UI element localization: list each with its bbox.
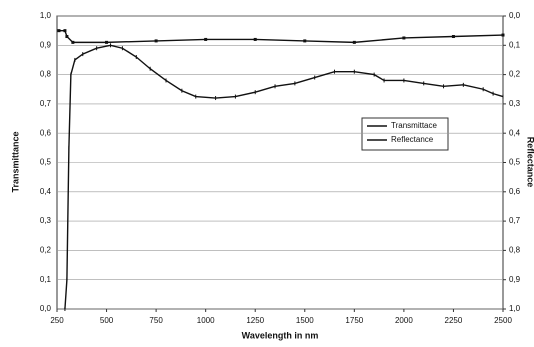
x-tick-label: 2250: [445, 316, 463, 325]
y-tick-label: 0,0: [40, 304, 52, 313]
x-axis-label: Wavelength in nm: [242, 330, 319, 340]
point-marker: [71, 40, 75, 44]
point-marker: [154, 39, 158, 43]
point-marker: [204, 37, 208, 41]
y2-tick-label: 0,9: [509, 275, 521, 284]
point-marker: [253, 37, 257, 41]
point-marker: [501, 33, 505, 37]
y-tick-label: 0,9: [40, 40, 52, 49]
y2-tick-label: 0,2: [509, 70, 521, 79]
y2-tick-label: 0,5: [509, 158, 521, 167]
y-tick-label: 0,1: [40, 275, 52, 284]
y2-tick-label: 0,8: [509, 246, 521, 255]
y-tick-label: 0,8: [40, 70, 52, 79]
x-tick-label: 500: [100, 316, 114, 325]
point-marker: [65, 35, 69, 39]
y-axis-label: Transmittance: [10, 131, 20, 192]
y2-axis-label: Reflectance: [526, 137, 534, 188]
y2-tick-label: 0,3: [509, 99, 521, 108]
point-marker: [402, 36, 406, 40]
x-tick-label: 2000: [395, 316, 413, 325]
series-line: [64, 44, 504, 310]
y2-tick-label: 0,0: [509, 11, 521, 20]
point-marker: [63, 29, 67, 33]
legend-label: Transmittace: [391, 121, 437, 130]
point-marker: [57, 29, 61, 33]
y-tick-label: 0,2: [40, 246, 52, 255]
y-tick-label: 1,0: [40, 11, 52, 20]
legend-box: [361, 117, 449, 151]
x-tick-label: 750: [149, 316, 163, 325]
point-marker: [352, 40, 356, 44]
y2-tick-label: 0,7: [509, 216, 521, 225]
x-tick-label: 1000: [197, 316, 215, 325]
y-tick-label: 0,7: [40, 99, 52, 108]
y2-tick-label: 0,1: [509, 40, 521, 49]
y2-tick-label: 0,6: [509, 187, 521, 196]
point-marker: [303, 39, 307, 43]
x-tick-label: 1750: [345, 316, 363, 325]
x-tick-label: 1500: [296, 316, 314, 325]
x-tick-label: 2500: [494, 316, 512, 325]
y-tick-label: 0,5: [40, 158, 52, 167]
x-tick-label: 1250: [246, 316, 264, 325]
y-tick-label: 0,6: [40, 128, 52, 137]
point-marker: [105, 40, 109, 44]
y-tick-label: 0,3: [40, 216, 52, 225]
y2-tick-label: 0,4: [509, 128, 521, 137]
legend-label: Reflectance: [391, 135, 434, 144]
y-tick-label: 0,4: [40, 187, 52, 196]
y2-tick-label: 1,0: [509, 304, 521, 313]
point-marker: [451, 35, 455, 39]
x-tick-label: 250: [50, 316, 64, 325]
series-line: [58, 29, 504, 44]
